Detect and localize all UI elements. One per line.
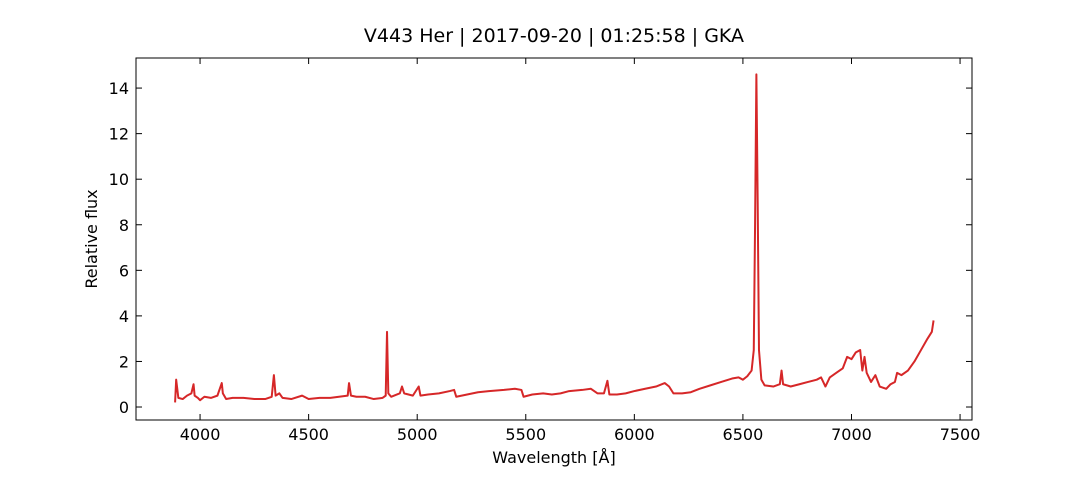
x-tick-label: 4000 (180, 425, 221, 444)
x-tick-label: 4500 (288, 425, 329, 444)
x-tick-label: 7000 (831, 425, 872, 444)
x-tick-label: 7500 (940, 425, 981, 444)
y-tick-label: 2 (119, 352, 129, 371)
y-tick-label: 8 (119, 216, 129, 235)
y-tick-label: 6 (119, 261, 129, 280)
plot-frame (135, 57, 973, 421)
x-tick-label: 5000 (397, 425, 438, 444)
y-tick-label: 0 (119, 398, 129, 417)
spectrum-line (174, 73, 935, 403)
y-tick-label: 4 (119, 307, 129, 326)
x-axis-label: Wavelength [Å] (492, 448, 615, 467)
chart-title: V443 Her | 2017-09-20 | 01:25:58 | GKA (364, 25, 744, 47)
y-tick-label: 12 (109, 125, 129, 144)
x-tick-label: 6500 (723, 425, 764, 444)
x-tick-label: 6000 (614, 425, 655, 444)
y-axis-label: Relative flux (82, 189, 101, 288)
y-tick-label: 14 (109, 79, 129, 98)
x-tick-label: 5500 (505, 425, 546, 444)
y-tick-label: 10 (109, 170, 129, 189)
